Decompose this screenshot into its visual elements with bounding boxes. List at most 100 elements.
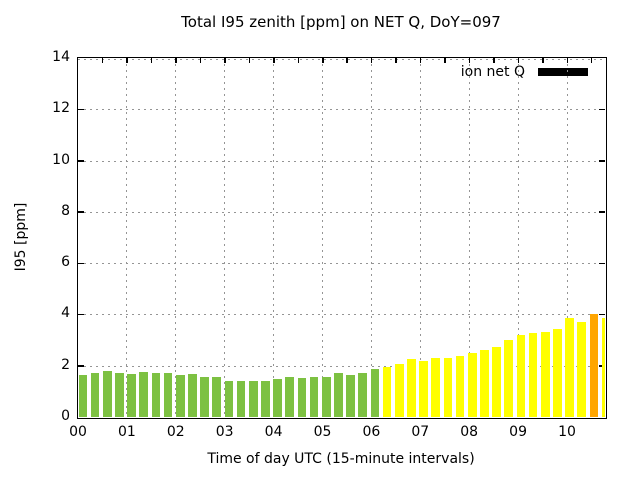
bar-06:30 xyxy=(394,364,404,417)
y-tick-right-12 xyxy=(599,108,605,111)
y-tick-label-12: 12 xyxy=(52,100,70,117)
bar-08:45 xyxy=(504,340,514,417)
bar-00:00 xyxy=(78,374,88,417)
bar-06:45 xyxy=(407,359,416,417)
bar-04:00 xyxy=(273,378,282,417)
bar-10:45 xyxy=(601,317,605,417)
y-tick-right-6 xyxy=(599,262,605,265)
bar-00:45 xyxy=(115,372,124,417)
y-tick-left-8 xyxy=(78,211,84,213)
bar-00:15 xyxy=(90,373,100,417)
y-axis-label: I95 [ppm] xyxy=(13,202,29,272)
x-tick-top xyxy=(199,58,202,63)
bar-05:30 xyxy=(346,374,355,417)
x-tick-top xyxy=(419,58,422,63)
y-tick-label-0: 0 xyxy=(61,408,70,424)
bar-01:30 xyxy=(151,373,161,417)
bar-05:45 xyxy=(358,372,368,417)
x-tick-top xyxy=(370,58,373,63)
y-tick-label-4: 4 xyxy=(61,305,70,322)
bar-07:15 xyxy=(431,357,441,417)
x-tick-top xyxy=(493,58,495,63)
y-tick-left-4 xyxy=(78,313,84,316)
x-tick-label-07: 07 xyxy=(411,424,430,440)
x-gridline-08 xyxy=(468,58,470,417)
bar-07:45 xyxy=(455,356,465,417)
x-tick-label-00: 00 xyxy=(69,424,87,440)
x-tick-top xyxy=(444,58,446,63)
bar-01:15 xyxy=(139,372,149,417)
bar-10:00 xyxy=(565,318,574,417)
x-tick-top xyxy=(297,58,300,63)
x-tick-top xyxy=(566,58,568,63)
x-axis-label: Time of day UTC (15-minute intervals) xyxy=(207,451,475,467)
y-tick-right-4 xyxy=(599,313,605,316)
bar-04:45 xyxy=(309,377,319,417)
bar-01:00 xyxy=(127,374,136,417)
bar-10:30 xyxy=(589,313,599,417)
bar-02:30 xyxy=(200,377,209,417)
x-gridline-05 xyxy=(322,58,323,417)
x-gridline-09 xyxy=(517,58,519,417)
bar-03:00 xyxy=(224,380,234,417)
x-gridline-10 xyxy=(566,58,568,417)
y-gridline-2 xyxy=(78,365,605,367)
chart-title: Total I95 zenith [ppm] on NET Q, DoY=097 xyxy=(181,13,501,31)
x-tick-top xyxy=(224,58,226,63)
y-tick-label-6: 6 xyxy=(61,254,70,271)
bar-07:30 xyxy=(443,358,453,417)
legend-series-label: ion net Q xyxy=(460,64,525,80)
y-tick-label-14: 14 xyxy=(52,49,70,65)
x-tick-top xyxy=(101,58,104,63)
bar-10:15 xyxy=(577,321,587,417)
bar-00:30 xyxy=(102,371,112,417)
y-tick-left-6 xyxy=(78,262,84,265)
y-tick-left-10 xyxy=(78,160,84,162)
plot-area: ion net Q xyxy=(78,58,605,417)
bar-05:15 xyxy=(334,373,343,417)
x-tick-top xyxy=(322,58,324,63)
y-tick-label-2: 2 xyxy=(61,356,70,373)
y-gridline-10 xyxy=(78,160,605,162)
x-tick-top xyxy=(273,58,275,63)
bar-03:15 xyxy=(236,380,246,417)
x-tick-top xyxy=(590,58,593,63)
bar-01:45 xyxy=(163,372,173,417)
bar-09:00 xyxy=(516,334,526,417)
legend: ion net Q xyxy=(461,64,588,80)
y-tick-label-10: 10 xyxy=(52,151,70,168)
x-gridline-03 xyxy=(224,58,226,417)
bar-08:30 xyxy=(492,346,501,417)
bar-09:30 xyxy=(540,331,550,417)
x-tick-top xyxy=(542,58,544,63)
x-tick-top xyxy=(395,58,397,63)
y-tick-left-12 xyxy=(78,108,84,111)
y-tick-right-10 xyxy=(599,160,605,162)
x-tick-label-01: 01 xyxy=(117,424,136,440)
x-tick-label-02: 02 xyxy=(166,424,185,440)
x-tick-label-05: 05 xyxy=(313,424,332,440)
y-gridline-8 xyxy=(78,211,605,213)
y-gridline-4 xyxy=(78,314,605,316)
bar-03:45 xyxy=(261,380,270,417)
bar-07:00 xyxy=(419,361,428,417)
bar-09:45 xyxy=(553,329,562,417)
x-tick-top xyxy=(150,58,153,63)
x-tick-label-03: 03 xyxy=(215,424,234,440)
x-tick-top xyxy=(248,58,251,63)
y-tick-label-8: 8 xyxy=(61,202,70,219)
x-gridline-07 xyxy=(419,58,421,417)
x-gridline-04 xyxy=(273,58,275,417)
y-gridline-14 xyxy=(78,59,605,60)
legend-swatch xyxy=(538,68,588,76)
x-gridline-01 xyxy=(126,58,128,417)
x-tick-top xyxy=(126,58,128,63)
bar-09:15 xyxy=(528,333,538,417)
y-tick-right-8 xyxy=(599,211,605,213)
x-tick-label-04: 04 xyxy=(264,424,283,440)
x-tick-label-08: 08 xyxy=(460,424,479,440)
x-tick-label-09: 09 xyxy=(509,424,528,440)
x-tick-top xyxy=(346,58,348,63)
x-tick-top xyxy=(468,58,471,63)
